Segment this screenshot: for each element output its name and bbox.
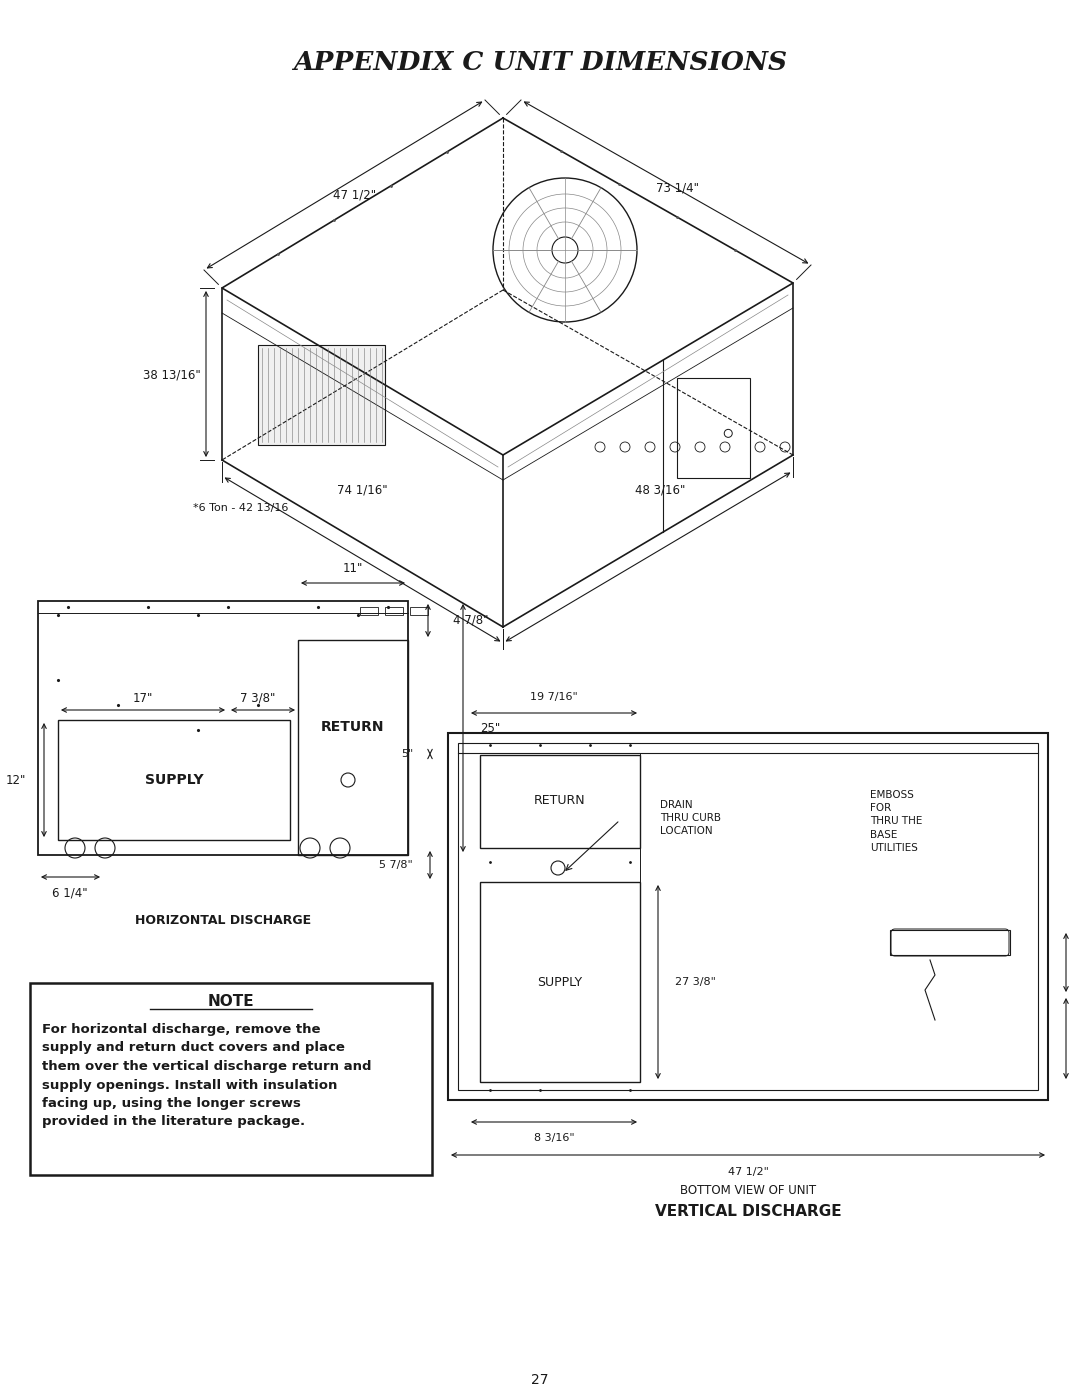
Text: SUPPLY: SUPPLY bbox=[145, 773, 203, 787]
Text: RETURN: RETURN bbox=[535, 795, 585, 807]
Bar bbox=[38, 601, 408, 855]
Text: RETURN: RETURN bbox=[321, 719, 384, 733]
Text: NOTE: NOTE bbox=[207, 993, 254, 1009]
Bar bbox=[298, 640, 408, 855]
Text: 7 3/8": 7 3/8" bbox=[241, 692, 275, 704]
Text: 74 1/16": 74 1/16" bbox=[337, 483, 388, 496]
Text: 5 7/8": 5 7/8" bbox=[379, 861, 413, 870]
Text: 5": 5" bbox=[401, 749, 413, 759]
Text: 27: 27 bbox=[531, 1373, 549, 1387]
Text: APPENDIX C UNIT DIMENSIONS: APPENDIX C UNIT DIMENSIONS bbox=[293, 49, 787, 74]
Text: 4 7/8": 4 7/8" bbox=[453, 613, 488, 626]
Text: 48 3/16": 48 3/16" bbox=[635, 483, 685, 496]
Text: DRAIN
THRU CURB
LOCATION: DRAIN THRU CURB LOCATION bbox=[660, 800, 721, 837]
Text: 12": 12" bbox=[5, 774, 26, 787]
Text: For horizontal discharge, remove the
supply and return duct covers and place
the: For horizontal discharge, remove the sup… bbox=[42, 1023, 372, 1129]
Bar bbox=[480, 754, 640, 848]
Text: 73 1/4": 73 1/4" bbox=[656, 182, 699, 194]
Bar bbox=[410, 608, 428, 615]
Text: *6 Ton - 42 13/16: *6 Ton - 42 13/16 bbox=[193, 503, 288, 513]
Text: SUPPLY: SUPPLY bbox=[538, 975, 582, 989]
Text: 27 3/8": 27 3/8" bbox=[675, 977, 716, 988]
Text: HORIZONTAL DISCHARGE: HORIZONTAL DISCHARGE bbox=[135, 914, 311, 926]
Bar bbox=[360, 608, 378, 615]
Text: 17": 17" bbox=[133, 692, 153, 704]
Bar bbox=[30, 983, 432, 1175]
Text: 47 1/2": 47 1/2" bbox=[334, 189, 377, 201]
Text: BOTTOM VIEW OF UNIT: BOTTOM VIEW OF UNIT bbox=[680, 1183, 816, 1196]
Bar bbox=[890, 930, 1010, 956]
Bar bbox=[677, 379, 750, 478]
Bar bbox=[458, 743, 1038, 1090]
Text: 47 1/2": 47 1/2" bbox=[728, 1166, 769, 1178]
Bar bbox=[480, 882, 640, 1083]
Text: EMBOSS
FOR
THRU THE
BASE
UTILITIES: EMBOSS FOR THRU THE BASE UTILITIES bbox=[870, 789, 922, 852]
Bar bbox=[448, 733, 1048, 1099]
Text: 19 7/16": 19 7/16" bbox=[530, 692, 578, 703]
Bar bbox=[58, 719, 291, 840]
Bar bbox=[384, 608, 403, 615]
Text: 11": 11" bbox=[342, 563, 363, 576]
Bar bbox=[258, 345, 384, 446]
Text: 25": 25" bbox=[480, 721, 500, 735]
Text: VERTICAL DISCHARGE: VERTICAL DISCHARGE bbox=[654, 1204, 841, 1220]
Text: 6 1/4": 6 1/4" bbox=[52, 887, 87, 900]
Text: 8 3/16": 8 3/16" bbox=[534, 1133, 575, 1143]
Text: 38 13/16": 38 13/16" bbox=[144, 369, 201, 381]
